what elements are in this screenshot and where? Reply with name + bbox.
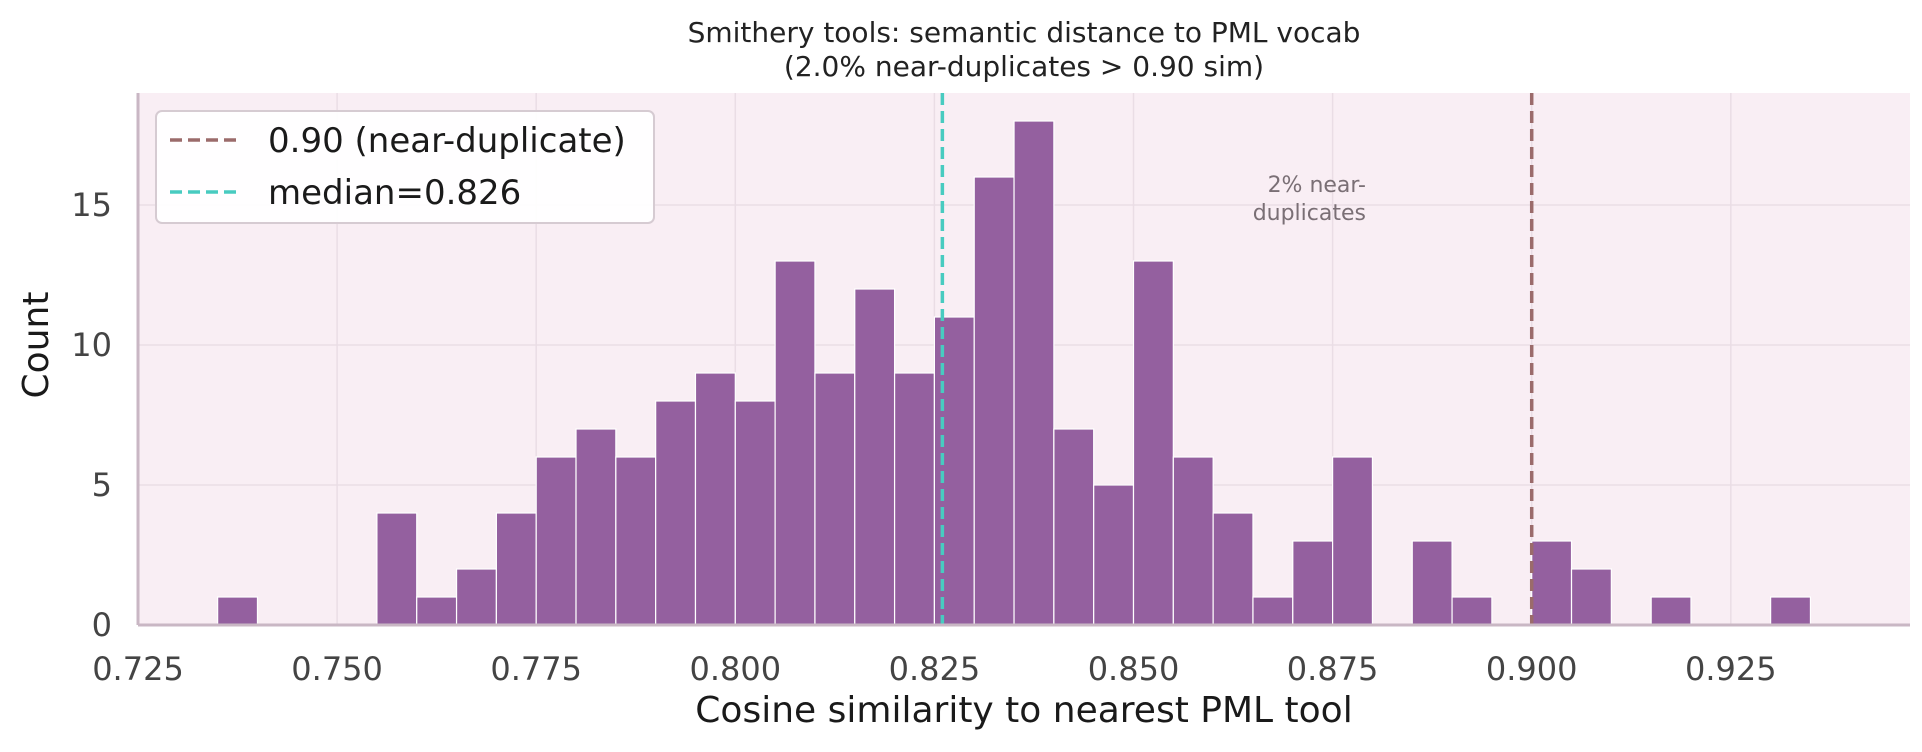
legend-label-near-duplicate: 0.90 (near-duplicate) (268, 121, 626, 161)
x-tick-label-6: 0.875 (1287, 650, 1379, 688)
y-axis-label: Count (16, 292, 57, 399)
histogram-bar-30 (1650, 596, 1692, 626)
histogram-bar-0 (217, 596, 259, 626)
histogram-bar-7 (615, 456, 657, 626)
legend: 0.90 (near-duplicate) median=0.826 (155, 110, 655, 224)
annotation: 2% near- duplicates (1253, 173, 1366, 226)
histogram-bar-28 (1531, 540, 1573, 626)
histogram-bar-25 (1332, 456, 1374, 626)
histogram-bar-27 (1451, 596, 1493, 626)
histogram-bar-9 (694, 372, 736, 626)
histogram-bar-4 (495, 512, 537, 626)
histogram-bars (217, 120, 1812, 626)
histogram-bar-6 (575, 428, 617, 626)
x-tick-label-0: 0.725 (92, 650, 184, 688)
histogram-bar-22 (1212, 512, 1254, 626)
histogram-bar-1 (376, 512, 418, 626)
y-tick-label-1: 5 (92, 466, 112, 504)
histogram-bar-17 (1013, 120, 1055, 626)
y-tick-labels: 0 5 10 15 (71, 186, 112, 644)
histogram-bar-3 (455, 568, 497, 626)
x-tick-label-4: 0.825 (889, 650, 981, 688)
legend-label-median: median=0.826 (268, 173, 521, 213)
x-tick-label-8: 0.925 (1685, 650, 1777, 688)
x-tick-label-2: 0.775 (490, 650, 582, 688)
histogram-bar-19 (1093, 484, 1135, 626)
histogram-bar-26 (1411, 540, 1453, 626)
x-tick-label-3: 0.800 (689, 650, 781, 688)
histogram-bar-14 (893, 372, 936, 626)
histogram-bar-10 (734, 400, 776, 626)
chart-title: Smithery tools: semantic distance to PML… (688, 16, 1361, 49)
histogram-bar-29 (1570, 568, 1612, 626)
histogram-bar-5 (535, 456, 577, 626)
histogram-bar-23 (1252, 596, 1294, 626)
annotation-line-2: duplicates (1253, 201, 1366, 226)
histogram-bar-12 (814, 372, 856, 626)
histogram-bar-18 (1053, 428, 1095, 626)
histogram-bar-21 (1172, 456, 1214, 626)
histogram-bar-13 (854, 288, 896, 626)
histogram-bar-20 (1132, 260, 1174, 626)
histogram-bar-24 (1292, 540, 1334, 626)
histogram-bar-16 (973, 176, 1015, 626)
y-tick-label-2: 10 (71, 326, 112, 364)
y-tick-label-3: 15 (71, 186, 112, 224)
x-tick-label-7: 0.900 (1486, 650, 1578, 688)
axes (136, 93, 1910, 627)
reference-lines (940, 93, 1534, 625)
y-tick-label-0: 0 (92, 606, 112, 644)
histogram-bar-31 (1770, 596, 1812, 626)
annotation-line-1: 2% near- (1268, 173, 1366, 198)
histogram-bar-8 (655, 400, 697, 626)
histogram-bar-11 (774, 260, 816, 626)
x-tick-labels: 0.725 0.750 0.775 0.800 0.825 0.850 0.875 0.900… (92, 650, 1776, 688)
chart-subtitle: (2.0% near-duplicates > 0.90 sim) (784, 50, 1264, 83)
histogram-bar-2 (416, 596, 458, 626)
legend-box (155, 110, 655, 224)
x-tick-label-1: 0.750 (291, 650, 383, 688)
histogram-bar-15 (933, 316, 975, 626)
x-tick-label-5: 0.850 (1088, 650, 1180, 688)
x-axis-label: Cosine similarity to nearest PML tool (695, 690, 1352, 731)
